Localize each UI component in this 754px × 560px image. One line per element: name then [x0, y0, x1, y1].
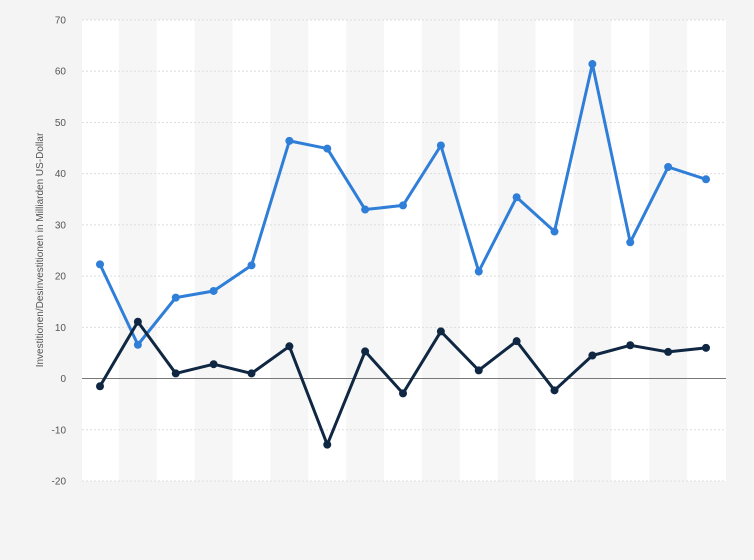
- plot-background: [82, 20, 726, 481]
- data-point-series-1[interactable]: [133, 340, 142, 349]
- data-point-series-2[interactable]: [512, 337, 521, 346]
- data-point-series-2[interactable]: [209, 360, 218, 369]
- gridlines: [82, 19, 726, 482]
- data-point-series-1[interactable]: [361, 205, 370, 214]
- y-tick-label: 50: [55, 118, 67, 129]
- data-point-series-2[interactable]: [626, 341, 635, 350]
- data-point-series-1[interactable]: [96, 260, 104, 269]
- data-point-series-2[interactable]: [96, 382, 104, 391]
- y-tick-label: 70: [55, 16, 67, 27]
- data-point-series-1[interactable]: [702, 175, 710, 184]
- data-point-series-1[interactable]: [626, 238, 635, 247]
- data-point-series-1[interactable]: [171, 293, 180, 302]
- data-point-series-2[interactable]: [323, 440, 332, 449]
- y-tick-label: 60: [55, 67, 67, 78]
- data-point-series-1[interactable]: [474, 267, 483, 276]
- band: [270, 20, 309, 481]
- data-point-series-2[interactable]: [664, 347, 673, 356]
- data-point-series-1[interactable]: [285, 136, 294, 145]
- band: [421, 20, 460, 481]
- data-point-series-1[interactable]: [247, 261, 256, 270]
- band: [194, 20, 233, 481]
- y-tick-label: 40: [55, 169, 67, 180]
- y-tick-label: -10: [52, 425, 67, 436]
- band: [573, 20, 612, 481]
- data-point-series-1[interactable]: [209, 286, 218, 295]
- band: [497, 20, 536, 481]
- series-group: [96, 60, 710, 449]
- data-point-series-2[interactable]: [285, 342, 294, 351]
- data-point-series-2[interactable]: [702, 343, 710, 352]
- data-point-series-2[interactable]: [133, 317, 142, 326]
- y-tick-label: 10: [55, 323, 67, 334]
- data-point-series-1[interactable]: [512, 193, 521, 202]
- band: [118, 20, 157, 481]
- band: [649, 20, 688, 481]
- data-point-series-1[interactable]: [664, 163, 673, 172]
- data-point-series-1[interactable]: [588, 60, 597, 69]
- y-axis-label: Investitionen/Desinvestitionen in Millia…: [35, 132, 46, 367]
- data-point-series-2[interactable]: [588, 351, 597, 360]
- data-point-series-2[interactable]: [436, 327, 445, 336]
- y-tick-label: 0: [60, 374, 66, 385]
- data-point-series-2[interactable]: [474, 366, 483, 375]
- data-point-series-2[interactable]: [171, 369, 180, 378]
- y-tick-label: -20: [52, 477, 67, 488]
- data-point-series-1[interactable]: [436, 141, 445, 150]
- y-axis-ticks: 70 60 50 40 30 20 10 0 -10 -20: [52, 16, 67, 488]
- data-point-series-1[interactable]: [399, 201, 407, 210]
- data-point-series-1[interactable]: [323, 144, 332, 153]
- y-tick-label: 20: [55, 272, 67, 283]
- data-point-series-2[interactable]: [247, 369, 256, 378]
- data-point-series-2[interactable]: [361, 347, 370, 356]
- data-point-series-2[interactable]: [399, 389, 407, 398]
- data-point-series-2[interactable]: [550, 386, 559, 395]
- data-point-series-1[interactable]: [550, 227, 559, 236]
- alternating-bands: [118, 20, 688, 481]
- band: [346, 20, 385, 481]
- y-tick-label: 30: [55, 220, 67, 231]
